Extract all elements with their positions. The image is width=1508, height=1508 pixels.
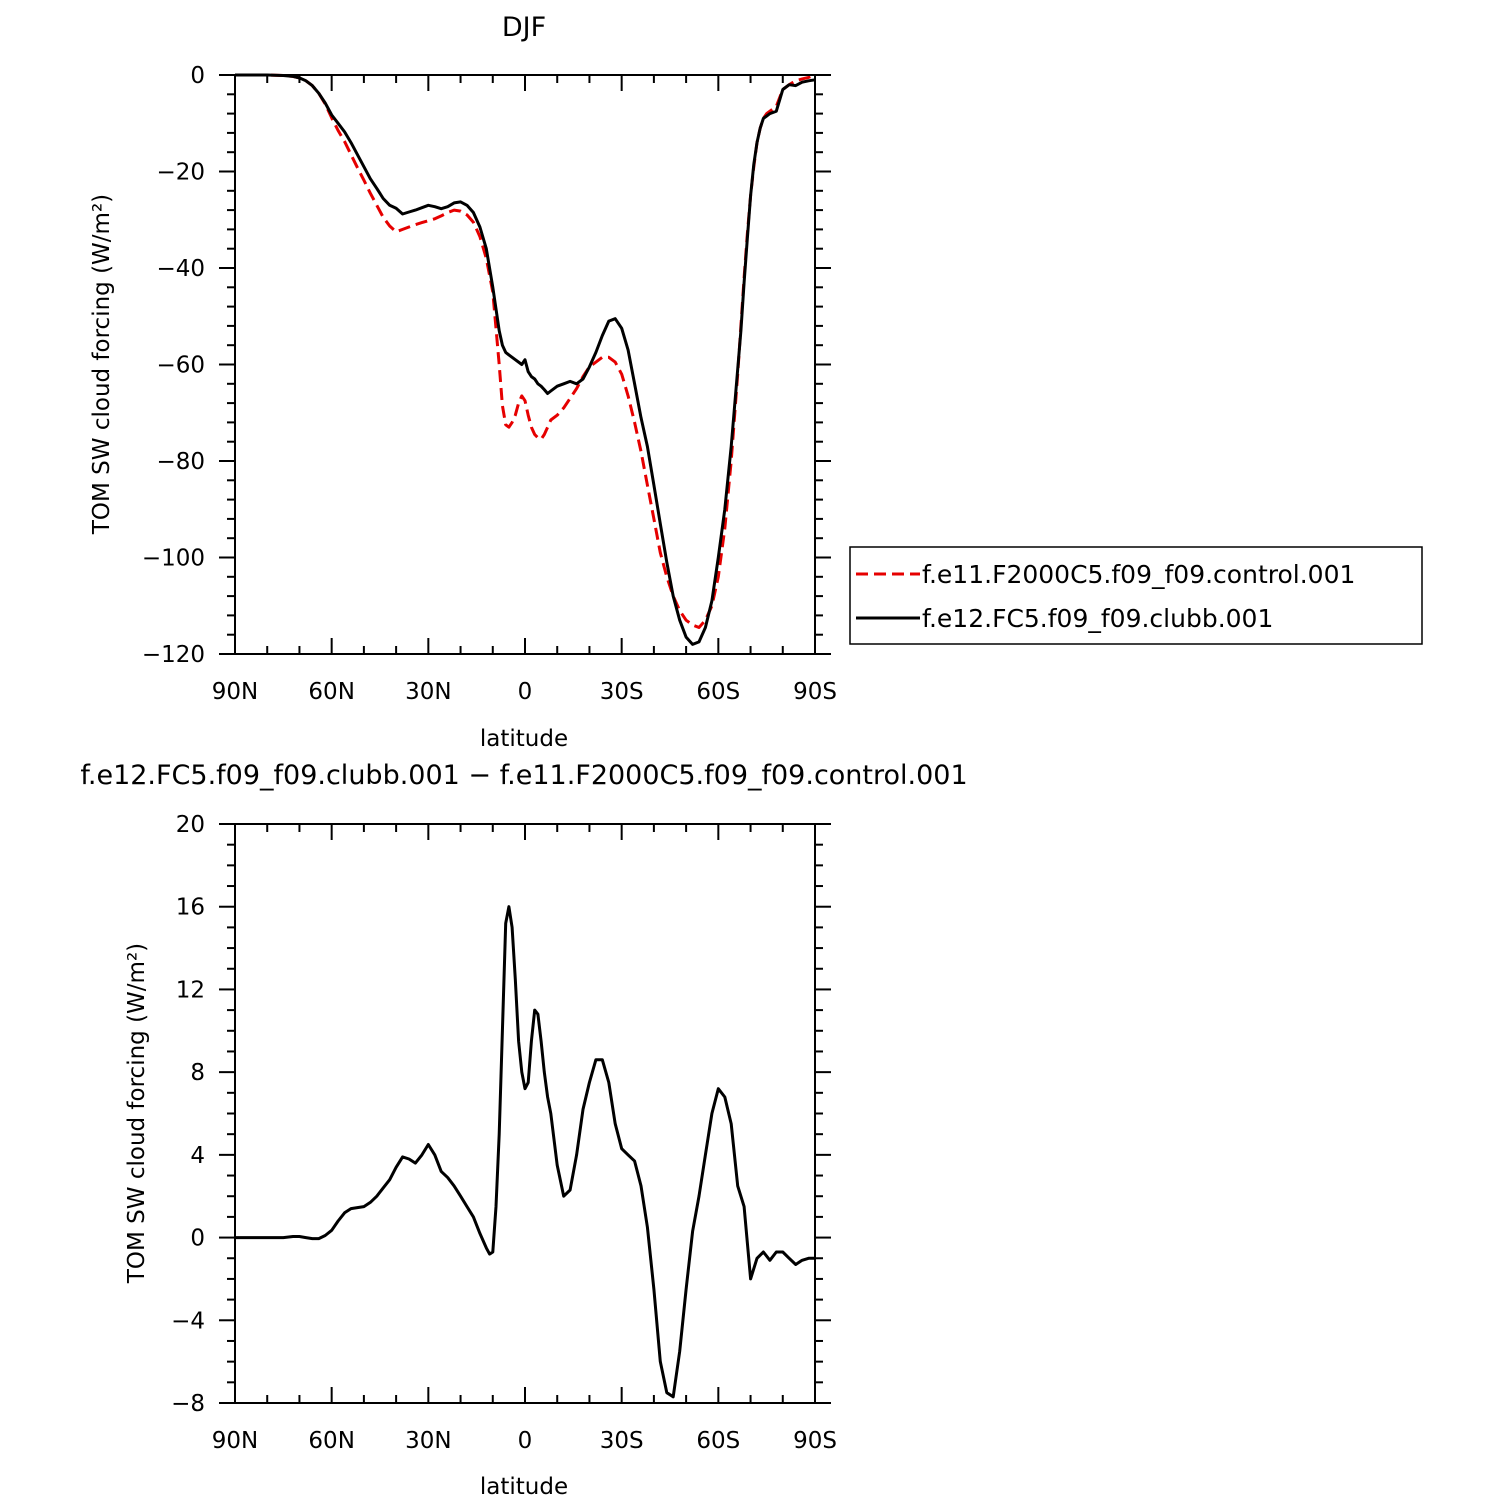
legend-label-clubb: f.e12.FC5.f09_f09.clubb.001 — [922, 604, 1273, 633]
x-axis-label-bottom: latitude — [480, 1474, 568, 1500]
chart-title-difference: f.e12.FC5.f09_f09.clubb.001 − f.e11.F200… — [80, 760, 967, 791]
y-tick-label: −100 — [142, 546, 205, 572]
chart-title-djf: DJF — [502, 12, 546, 43]
x-tick-label: 30S — [600, 1428, 644, 1454]
x-tick-label: 90S — [793, 679, 837, 705]
y-tick-label: −60 — [156, 353, 205, 379]
y-tick-label: −120 — [142, 642, 205, 668]
y-axis-label-top: TOM SW cloud forcing (W/m²) — [89, 194, 115, 535]
x-tick-label: 60S — [696, 1428, 740, 1454]
x-tick-label: 0 — [518, 679, 533, 705]
x-tick-label: 90N — [212, 1428, 258, 1454]
y-tick-label: 20 — [176, 812, 205, 838]
ticks-group: 90N 60N 30N 0 30S 60S 90S 0 −20 −40 −60 −80 −100 −120 — [142, 63, 837, 705]
legend: f.e11.F2000C5.f09_f09.control.001 f.e12.… — [849, 546, 1423, 645]
y-tick-label: −80 — [156, 449, 205, 475]
x-tick-label: 0 — [518, 1428, 533, 1454]
series-line-clubb — [235, 73, 816, 646]
y-tick-label: 0 — [190, 1226, 205, 1252]
series-group — [235, 905, 815, 1399]
y-tick-label: 12 — [176, 977, 205, 1003]
series-group — [235, 73, 816, 646]
x-tick-label: 90S — [793, 1428, 837, 1454]
x-tick-label: 60N — [308, 1428, 354, 1454]
y-tick-label: −8 — [171, 1391, 205, 1417]
x-tick-label: 30S — [600, 679, 644, 705]
series-line-difference — [235, 905, 815, 1399]
x-axis-label-top: latitude — [480, 726, 568, 752]
x-tick-label: 30N — [405, 1428, 451, 1454]
y-tick-label: 0 — [190, 63, 205, 89]
ticks-group: 90N 60N 30N 0 30S 60S 90S 20 16 12 8 4 0 −4 −8 — [171, 812, 837, 1454]
y-tick-label: −4 — [171, 1308, 205, 1334]
x-tick-label: 60S — [696, 679, 740, 705]
chart-djf-panel: DJF 90N 60N 30N 0 30S 60S 90S 0 −20 −40 −60 −80 −100… — [89, 12, 837, 752]
legend-label-control: f.e11.F2000C5.f09_f09.control.001 — [922, 560, 1355, 589]
y-tick-label: 16 — [176, 895, 205, 921]
y-tick-label: −40 — [156, 256, 205, 282]
x-tick-label: 90N — [212, 679, 258, 705]
y-tick-label: 8 — [190, 1060, 205, 1086]
chart-difference-panel: f.e12.FC5.f09_f09.clubb.001 − f.e11.F200… — [80, 760, 967, 1500]
series-line-control — [235, 73, 816, 629]
y-axis-label-bottom: TOM SW cloud forcing (W/m²) — [124, 943, 150, 1284]
x-tick-label: 60N — [308, 679, 354, 705]
legend-box — [849, 546, 1423, 645]
y-tick-label: −20 — [156, 160, 205, 186]
y-tick-label: 4 — [190, 1143, 205, 1169]
x-tick-label: 30N — [405, 679, 451, 705]
